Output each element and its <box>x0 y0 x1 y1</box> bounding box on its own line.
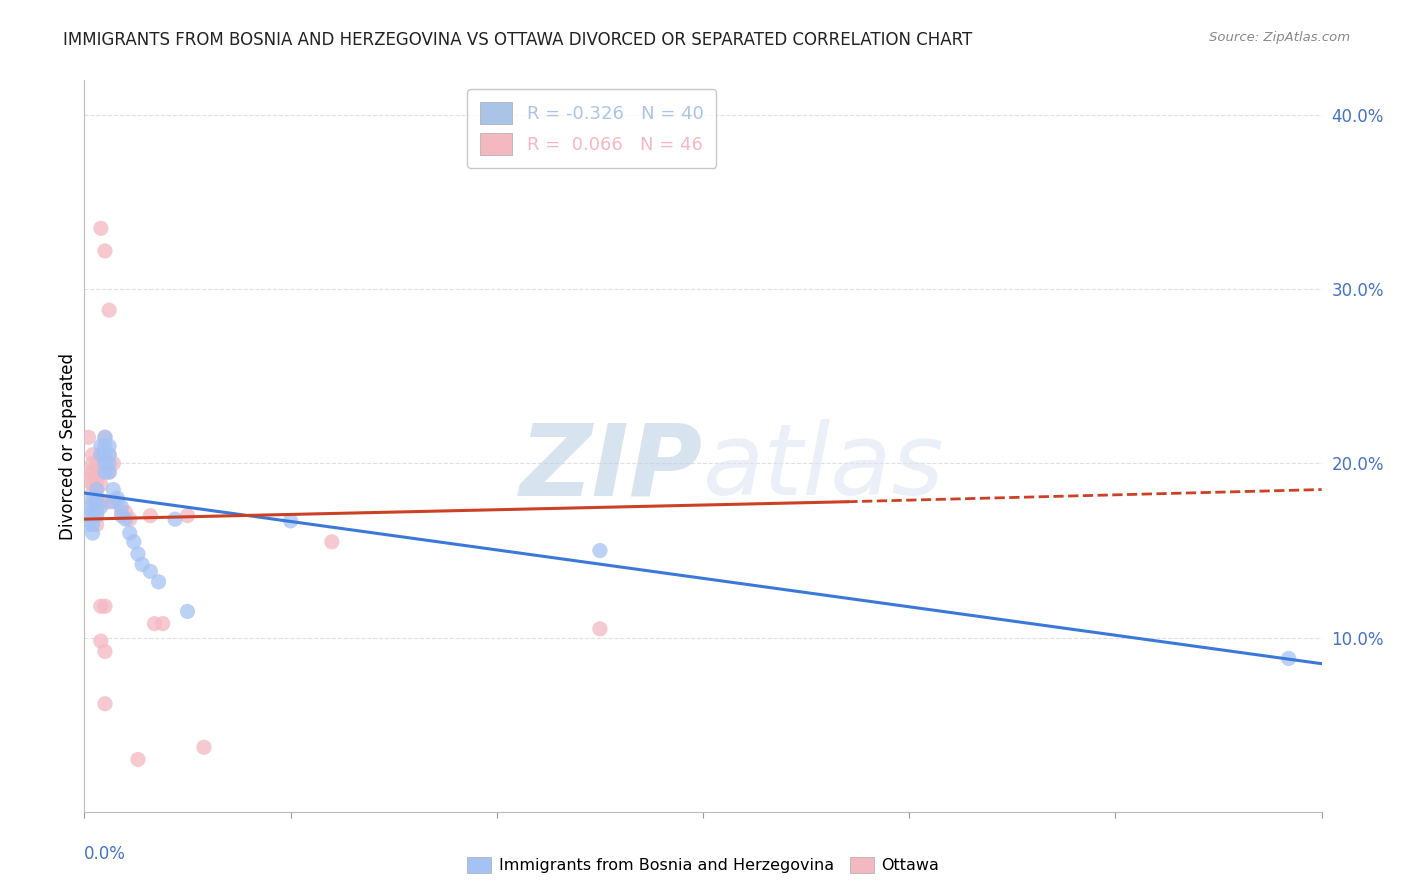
Point <box>86 517 108 532</box>
Point <box>86 500 108 514</box>
Point <box>94 465 117 479</box>
Text: ZIP: ZIP <box>520 419 703 516</box>
Point <box>148 574 170 589</box>
Text: IMMIGRANTS FROM BOSNIA AND HERZEGOVINA VS OTTAWA DIVORCED OR SEPARATED CORRELATI: IMMIGRANTS FROM BOSNIA AND HERZEGOVINA V… <box>63 31 973 49</box>
Point <box>90 459 112 474</box>
Point <box>86 508 108 523</box>
Point <box>90 439 112 453</box>
Point <box>94 430 117 444</box>
Point <box>82 491 104 506</box>
Point <box>90 448 112 462</box>
Point <box>176 508 198 523</box>
Point <box>90 448 112 462</box>
Point <box>82 526 104 541</box>
Point <box>139 565 162 579</box>
Point <box>77 430 100 444</box>
Point <box>110 500 132 514</box>
Point <box>589 622 612 636</box>
Y-axis label: Divorced or Separated: Divorced or Separated <box>59 352 77 540</box>
Point <box>77 500 100 514</box>
Point <box>90 477 112 491</box>
Text: Source: ZipAtlas.com: Source: ZipAtlas.com <box>1209 31 1350 45</box>
Point <box>143 616 166 631</box>
Point <box>103 483 125 497</box>
Point <box>176 604 198 618</box>
Point <box>105 494 128 508</box>
Point <box>98 448 121 462</box>
Point <box>82 496 104 510</box>
Point <box>280 514 302 528</box>
Point <box>90 494 112 508</box>
Point <box>122 534 145 549</box>
Point <box>94 430 117 444</box>
Point <box>589 543 612 558</box>
Point <box>82 457 104 471</box>
Point <box>98 465 121 479</box>
Point <box>82 477 104 491</box>
Point <box>193 740 215 755</box>
Point <box>127 752 149 766</box>
Point <box>98 439 121 453</box>
Point <box>82 505 104 519</box>
Point <box>152 616 174 631</box>
Text: atlas: atlas <box>703 419 945 516</box>
Point <box>94 457 117 471</box>
Point <box>105 491 128 506</box>
Point <box>131 558 153 572</box>
Text: 0.0%: 0.0% <box>84 845 127 863</box>
Point <box>94 244 117 258</box>
Point <box>94 599 117 614</box>
Point <box>110 505 132 519</box>
Point <box>98 494 121 508</box>
Point <box>90 634 112 648</box>
Point <box>127 547 149 561</box>
Point <box>82 465 104 479</box>
Point <box>94 644 117 658</box>
Point <box>98 457 121 471</box>
Point <box>90 500 112 514</box>
Point <box>98 303 121 318</box>
Point <box>98 465 121 479</box>
Legend: Immigrants from Bosnia and Herzegovina, Ottawa: Immigrants from Bosnia and Herzegovina, … <box>460 850 946 880</box>
Point <box>103 494 125 508</box>
Point <box>86 483 108 497</box>
Point <box>77 465 100 479</box>
Point <box>90 599 112 614</box>
Point <box>98 448 121 462</box>
Point <box>77 474 100 488</box>
Point <box>94 494 117 508</box>
Point <box>77 517 100 532</box>
Point <box>118 512 141 526</box>
Point <box>110 508 132 523</box>
Point <box>82 448 104 462</box>
Point <box>86 483 108 497</box>
Point <box>86 494 108 508</box>
Point <box>86 491 108 506</box>
Point <box>82 517 104 532</box>
Point <box>114 512 136 526</box>
Point <box>77 508 100 523</box>
Point <box>321 534 343 549</box>
Point <box>94 697 117 711</box>
Point <box>90 221 112 235</box>
Point <box>86 457 108 471</box>
Point <box>165 512 187 526</box>
Point <box>86 474 108 488</box>
Legend: R = -0.326   N = 40, R =  0.066   N = 46: R = -0.326 N = 40, R = 0.066 N = 46 <box>467 89 716 168</box>
Point <box>114 505 136 519</box>
Point <box>118 526 141 541</box>
Point <box>86 465 108 479</box>
Point <box>103 457 125 471</box>
Point <box>139 508 162 523</box>
Point <box>94 448 117 462</box>
Point <box>94 439 117 453</box>
Point <box>86 505 108 519</box>
Point <box>1278 651 1301 665</box>
Point <box>82 486 104 500</box>
